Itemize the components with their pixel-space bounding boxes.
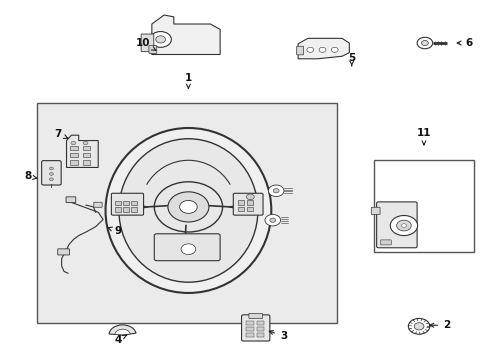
Bar [257,327,264,331]
FancyBboxPatch shape [241,315,269,341]
Circle shape [264,215,280,226]
Bar [82,153,90,157]
Circle shape [389,216,417,235]
Circle shape [49,172,53,175]
FancyBboxPatch shape [41,161,61,185]
Bar [82,145,90,150]
Bar [70,145,78,150]
Wedge shape [115,329,130,335]
Ellipse shape [105,128,271,293]
Circle shape [49,178,53,181]
Text: 8: 8 [24,171,37,181]
Circle shape [416,37,432,49]
Circle shape [306,47,313,52]
FancyBboxPatch shape [111,193,143,215]
Bar [37,103,336,323]
Text: 3: 3 [269,330,286,341]
Circle shape [150,32,171,47]
Bar [246,207,252,211]
Circle shape [421,41,427,45]
Bar [123,207,129,212]
FancyBboxPatch shape [154,234,220,261]
FancyBboxPatch shape [66,197,76,203]
Bar [70,160,78,165]
Circle shape [71,141,76,145]
FancyBboxPatch shape [141,34,154,51]
Bar [257,321,264,325]
Bar [257,333,264,337]
Circle shape [246,194,254,200]
Bar [238,201,244,205]
Bar [115,207,121,212]
Circle shape [330,47,337,52]
Circle shape [268,185,284,197]
FancyBboxPatch shape [380,240,390,245]
Ellipse shape [119,139,257,282]
Circle shape [407,319,429,334]
Bar [82,160,90,165]
Bar [131,207,137,212]
Text: 11: 11 [416,129,430,145]
FancyBboxPatch shape [248,314,262,319]
Circle shape [179,201,197,213]
FancyBboxPatch shape [94,202,102,207]
Wedge shape [109,325,136,335]
Polygon shape [298,39,348,59]
Text: 10: 10 [136,38,156,50]
Circle shape [49,167,53,170]
Circle shape [154,182,222,232]
Bar [131,201,137,205]
Circle shape [167,192,208,222]
FancyBboxPatch shape [296,46,303,55]
Bar [238,207,244,211]
Bar [246,333,253,337]
Polygon shape [66,135,98,167]
Circle shape [319,47,325,52]
Circle shape [401,224,406,227]
Bar [373,160,473,252]
Text: 9: 9 [108,226,121,236]
FancyBboxPatch shape [233,193,263,215]
Bar [246,201,252,205]
FancyBboxPatch shape [149,45,157,53]
Bar [246,321,253,325]
Text: 6: 6 [456,38,471,48]
Circle shape [156,36,165,43]
Circle shape [273,189,279,193]
Circle shape [396,220,410,231]
Circle shape [83,141,88,145]
Circle shape [269,218,275,222]
FancyBboxPatch shape [58,249,69,255]
FancyBboxPatch shape [370,207,379,215]
Text: 4: 4 [114,334,126,345]
Bar [70,153,78,157]
Polygon shape [152,15,220,54]
Bar [246,327,253,331]
Text: 7: 7 [55,129,68,139]
Text: 1: 1 [184,73,192,89]
Text: 2: 2 [429,320,449,330]
Bar [123,201,129,205]
Circle shape [413,323,423,330]
Bar [115,201,121,205]
Circle shape [181,244,195,255]
Text: 5: 5 [347,53,355,66]
FancyBboxPatch shape [376,202,416,248]
